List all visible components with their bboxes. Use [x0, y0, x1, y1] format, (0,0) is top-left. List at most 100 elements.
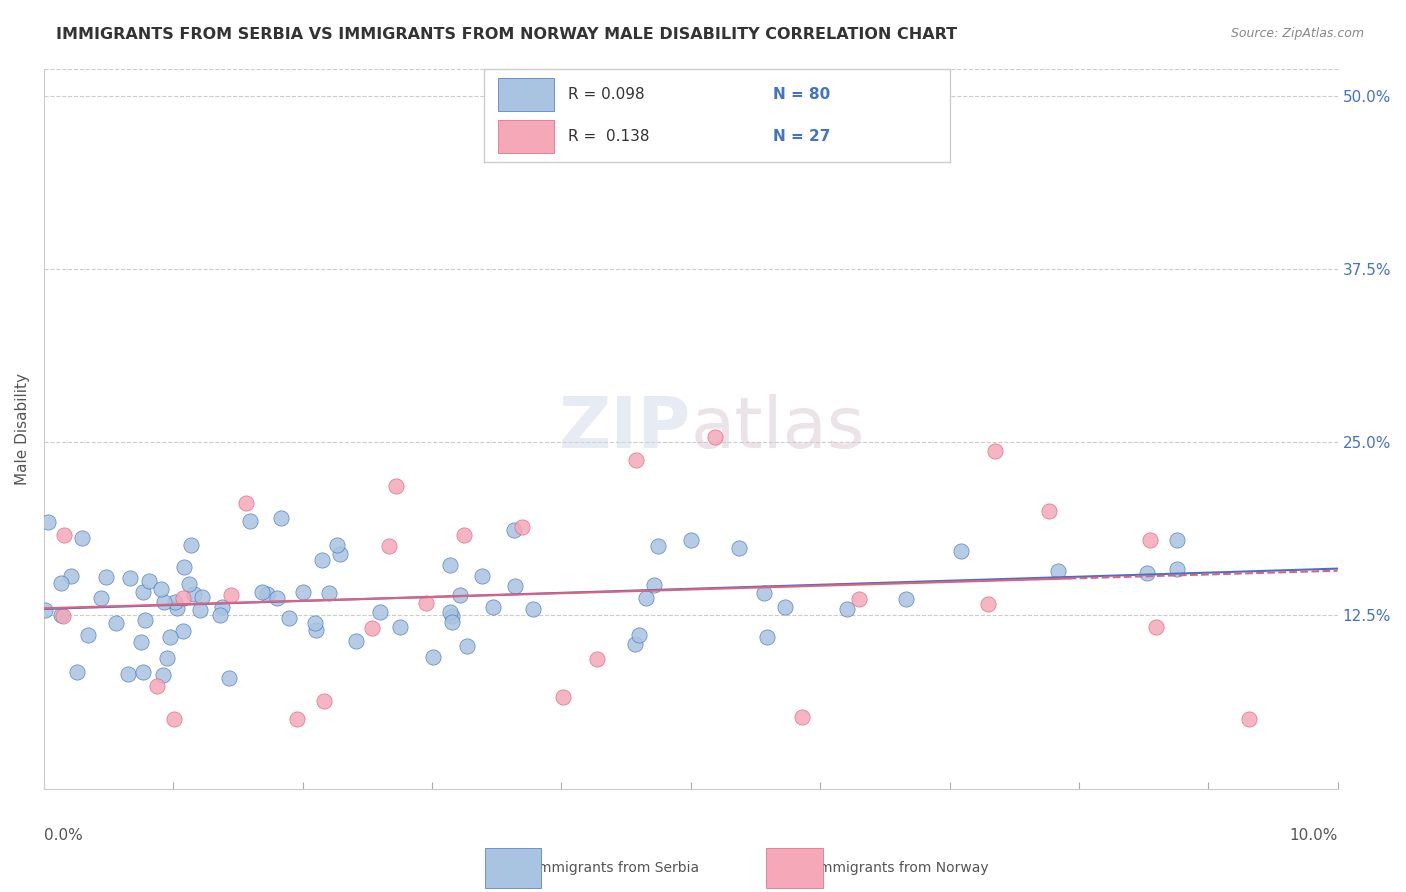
Point: [60, 568, 83, 582]
Point: [1046, 565, 1069, 579]
Point: [318, 586, 340, 600]
Point: [183, 587, 205, 601]
Point: [132, 665, 155, 679]
Point: [138, 574, 160, 589]
Point: [270, 511, 292, 525]
Point: [117, 667, 139, 681]
Point: [250, 584, 273, 599]
Point: [292, 585, 315, 599]
Point: [894, 592, 917, 607]
Point: [503, 579, 526, 593]
Point: [37, 516, 59, 530]
Point: [129, 635, 152, 649]
Point: [378, 540, 401, 554]
Point: [471, 569, 494, 583]
Point: [368, 605, 391, 619]
Point: [456, 639, 478, 653]
Point: [34, 602, 56, 616]
Text: Source: ZipAtlas.com: Source: ZipAtlas.com: [1230, 27, 1364, 40]
Point: [1139, 533, 1161, 547]
Point: [159, 631, 181, 645]
Point: [636, 591, 658, 606]
Point: [256, 586, 278, 600]
Point: [172, 591, 194, 605]
Point: [482, 600, 505, 615]
Point: [440, 615, 463, 630]
Text: Immigrants from Norway: Immigrants from Norway: [815, 861, 988, 875]
Point: [49, 608, 72, 623]
Point: [585, 652, 607, 666]
Point: [624, 637, 647, 651]
Point: [66, 665, 89, 679]
Point: [118, 571, 141, 585]
Point: [149, 582, 172, 597]
Point: [439, 558, 461, 572]
Point: [188, 603, 211, 617]
Point: [173, 560, 195, 574]
Point: [326, 538, 349, 552]
Text: atlas: atlas: [690, 394, 865, 463]
Point: [551, 690, 574, 705]
Point: [949, 544, 972, 558]
Point: [388, 620, 411, 634]
Point: [449, 588, 471, 602]
Point: [681, 533, 703, 547]
Point: [1038, 503, 1060, 517]
Point: [328, 548, 350, 562]
Point: [90, 591, 112, 606]
Point: [624, 453, 647, 467]
Point: [1166, 533, 1188, 547]
Point: [285, 712, 308, 726]
Point: [385, 479, 408, 493]
Point: [311, 553, 333, 567]
Point: [235, 495, 257, 509]
Point: [162, 712, 184, 726]
Point: [984, 444, 1007, 458]
Point: [52, 528, 75, 542]
Point: [94, 570, 117, 584]
Point: [163, 595, 186, 609]
Text: 0.0%: 0.0%: [44, 828, 83, 843]
Point: [503, 523, 526, 537]
Point: [848, 592, 870, 607]
Point: [643, 578, 665, 592]
Point: [360, 620, 382, 634]
Point: [51, 576, 73, 591]
Point: [278, 611, 301, 625]
Point: [752, 586, 775, 600]
Point: [218, 671, 240, 685]
Point: [628, 628, 651, 642]
Point: [305, 623, 328, 637]
Point: [704, 430, 727, 444]
Point: [304, 615, 326, 630]
Y-axis label: Male Disability: Male Disability: [15, 373, 30, 484]
Text: 10.0%: 10.0%: [1289, 828, 1337, 843]
Point: [773, 600, 796, 615]
Text: Immigrants from Serbia: Immigrants from Serbia: [534, 861, 699, 875]
Point: [976, 597, 998, 611]
Point: [422, 649, 444, 664]
Point: [522, 601, 544, 615]
Point: [790, 709, 813, 723]
Point: [439, 605, 461, 619]
Point: [156, 650, 179, 665]
Point: [453, 528, 475, 542]
Point: [312, 694, 335, 708]
Point: [219, 588, 242, 602]
Point: [76, 628, 98, 642]
Point: [190, 591, 212, 605]
Text: IMMIGRANTS FROM SERBIA VS IMMIGRANTS FROM NORWAY MALE DISABILITY CORRELATION CHA: IMMIGRANTS FROM SERBIA VS IMMIGRANTS FRO…: [56, 27, 957, 42]
Point: [152, 667, 174, 681]
Point: [1166, 561, 1188, 575]
Point: [756, 630, 779, 644]
Point: [415, 596, 437, 610]
Point: [211, 599, 233, 614]
Point: [180, 538, 202, 552]
Point: [1144, 620, 1167, 634]
Point: [166, 600, 188, 615]
Point: [441, 609, 464, 624]
Point: [134, 613, 156, 627]
Point: [132, 585, 155, 599]
Point: [344, 634, 367, 648]
Point: [209, 607, 232, 622]
